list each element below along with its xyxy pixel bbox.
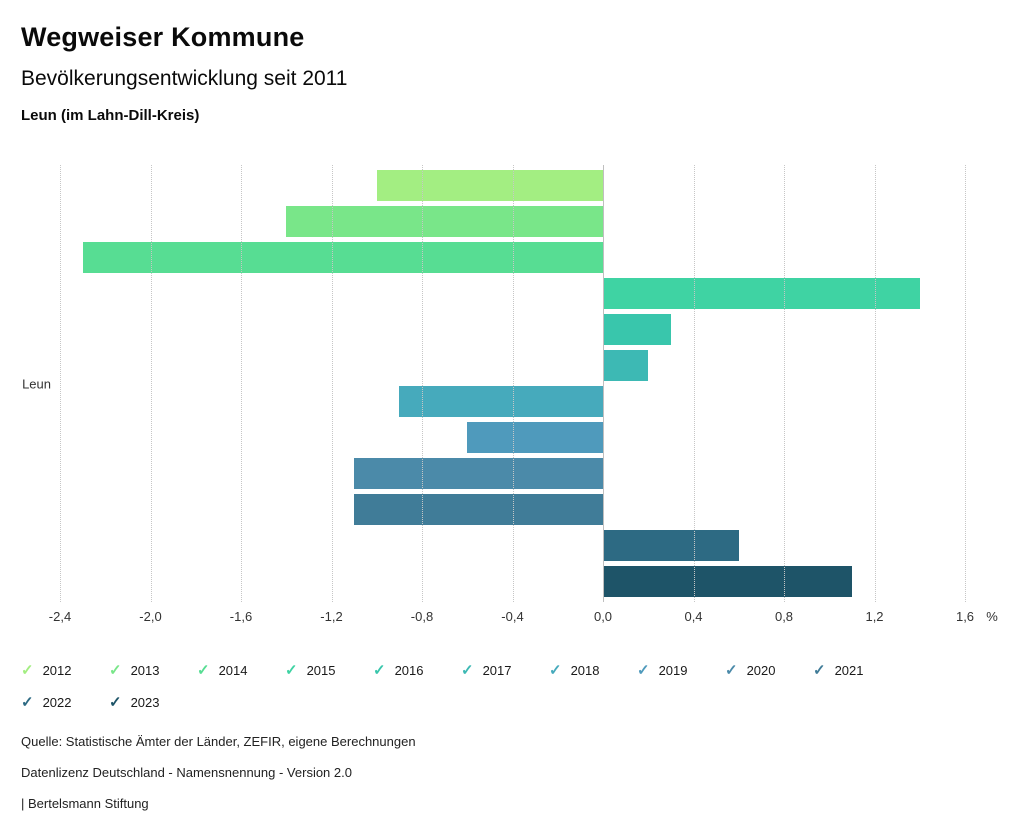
source-text: Quelle: Statistische Ämter der Länder, Z… bbox=[21, 734, 416, 749]
page-title: Wegweiser Kommune bbox=[21, 22, 305, 52]
bar-2020[interactable] bbox=[354, 458, 603, 489]
legend-year-label: 2014 bbox=[218, 662, 248, 678]
legend-item-2015[interactable]: ✓ 2015 bbox=[285, 654, 373, 686]
legend-item-2018[interactable]: ✓ 2018 bbox=[549, 654, 637, 686]
bar-row-2021 bbox=[60, 494, 965, 525]
checkmark-icon: ✓ bbox=[725, 661, 738, 679]
checkmark-icon: ✓ bbox=[285, 661, 298, 679]
gridline bbox=[693, 165, 695, 602]
legend-year-label: 2013 bbox=[130, 662, 160, 678]
legend-item-2021[interactable]: ✓ 2021 bbox=[813, 654, 901, 686]
bar-row-2013 bbox=[60, 206, 965, 237]
bar-2019[interactable] bbox=[467, 422, 603, 453]
zero-line bbox=[603, 165, 604, 602]
bar-2015[interactable] bbox=[603, 278, 920, 309]
legend-year-label: 2017 bbox=[482, 662, 512, 678]
gridline bbox=[965, 165, 966, 602]
checkmark-icon: ✓ bbox=[197, 661, 210, 679]
x-tick-label: 0,0 bbox=[593, 609, 613, 624]
checkmark-icon: ✓ bbox=[549, 661, 562, 679]
x-tick-label: -2,0 bbox=[139, 609, 162, 624]
gridline bbox=[874, 165, 876, 602]
bar-row-2023 bbox=[60, 566, 965, 597]
bar-row-2015 bbox=[60, 278, 965, 309]
bar-2012[interactable] bbox=[376, 170, 603, 201]
x-tick-label: -0,4 bbox=[501, 609, 524, 624]
bar-row-2017 bbox=[60, 350, 965, 381]
bar-row-2019 bbox=[60, 422, 965, 453]
bar-2013[interactable] bbox=[286, 206, 603, 237]
bar-2014[interactable] bbox=[82, 242, 603, 273]
legend-item-2012[interactable]: ✓ 2012 bbox=[21, 654, 109, 686]
legend-item-2017[interactable]: ✓ 2017 bbox=[461, 654, 549, 686]
x-axis-unit-label: % bbox=[986, 609, 998, 624]
legend-year-label: 2020 bbox=[746, 662, 776, 678]
x-tick-label: 1,6 bbox=[955, 609, 975, 624]
checkmark-icon: ✓ bbox=[813, 661, 826, 679]
legend-year-label: 2019 bbox=[658, 662, 688, 678]
gridline bbox=[422, 165, 423, 602]
license-text: Datenlizenz Deutschland - Namensnennung … bbox=[21, 765, 352, 780]
x-tick-label: -2,4 bbox=[48, 609, 72, 624]
legend-year-label: 2016 bbox=[394, 662, 424, 678]
x-tick-label: 0,8 bbox=[774, 609, 794, 624]
gridline bbox=[512, 165, 514, 602]
gridline bbox=[241, 165, 242, 602]
x-tick-label: -1,6 bbox=[229, 609, 253, 624]
legend-year-label: 2022 bbox=[42, 694, 72, 710]
x-axis: % -2,4 -2,0 -1,6 -1,2 -0,8 -0,4 0,0 0,4 0,8 1,2 1,… bbox=[49, 609, 998, 627]
bar-row-2012 bbox=[60, 170, 965, 201]
gridline bbox=[331, 165, 333, 602]
bar-2022[interactable] bbox=[603, 530, 739, 561]
x-tick-label: 0,4 bbox=[684, 609, 703, 624]
y-axis-category-label: Leun bbox=[22, 376, 51, 391]
legend-item-2013[interactable]: ✓ 2013 bbox=[109, 654, 197, 686]
legend-item-2014[interactable]: ✓ 2014 bbox=[197, 654, 285, 686]
checkmark-icon: ✓ bbox=[637, 661, 650, 679]
checkmark-icon: ✓ bbox=[21, 661, 34, 679]
x-tick-label: -1,2 bbox=[320, 609, 343, 624]
bar-2018[interactable] bbox=[399, 386, 603, 417]
chart-region-label: Leun (im Lahn-Dill-Kreis) bbox=[21, 107, 200, 124]
legend-year-label: 2023 bbox=[130, 694, 160, 710]
legend-item-2019[interactable]: ✓ 2019 bbox=[637, 654, 725, 686]
bar-2016[interactable] bbox=[603, 314, 671, 345]
plot-area: Leun bbox=[22, 165, 966, 602]
legend: ✓ 2012 ✓ 2013 ✓ 2014 ✓ 2015 ✓ 2016 ✓ 2017 ✓ 2018 ✓ 2019… bbox=[21, 654, 971, 718]
bar-row-2022 bbox=[60, 530, 965, 561]
x-tick-label: -0,8 bbox=[410, 609, 434, 624]
bar-row-2014 bbox=[60, 242, 965, 273]
bar-2017[interactable] bbox=[603, 350, 649, 381]
legend-item-2023[interactable]: ✓ 2023 bbox=[109, 686, 197, 718]
attribution-text: | Bertelsmann Stiftung bbox=[21, 796, 149, 811]
checkmark-icon: ✓ bbox=[21, 693, 34, 711]
legend-year-label: 2015 bbox=[306, 662, 336, 678]
legend-item-2016[interactable]: ✓ 2016 bbox=[373, 654, 461, 686]
legend-year-label: 2012 bbox=[42, 662, 72, 678]
bar-row-2016 bbox=[60, 314, 965, 345]
checkmark-icon: ✓ bbox=[109, 693, 122, 711]
checkmark-icon: ✓ bbox=[461, 661, 474, 679]
legend-item-2020[interactable]: ✓ 2020 bbox=[725, 654, 813, 686]
chart-title: Bevölkerungsentwicklung seit 2011 bbox=[21, 67, 348, 90]
checkmark-icon: ✓ bbox=[109, 661, 122, 679]
legend-year-label: 2021 bbox=[834, 662, 864, 678]
footer: Quelle: Statistische Ämter der Länder, Z… bbox=[21, 734, 416, 827]
x-tick-label: 1,2 bbox=[865, 609, 884, 624]
bar-2023[interactable] bbox=[603, 566, 852, 597]
legend-year-label: 2018 bbox=[570, 662, 600, 678]
bars-container bbox=[60, 165, 965, 602]
bar-row-2020 bbox=[60, 458, 965, 489]
gridline bbox=[784, 165, 785, 602]
checkmark-icon: ✓ bbox=[373, 661, 386, 679]
bar-2021[interactable] bbox=[354, 494, 603, 525]
legend-item-2022[interactable]: ✓ 2022 bbox=[21, 686, 109, 718]
gridline bbox=[60, 165, 61, 602]
gridline bbox=[150, 165, 152, 602]
bar-row-2018 bbox=[60, 386, 965, 417]
